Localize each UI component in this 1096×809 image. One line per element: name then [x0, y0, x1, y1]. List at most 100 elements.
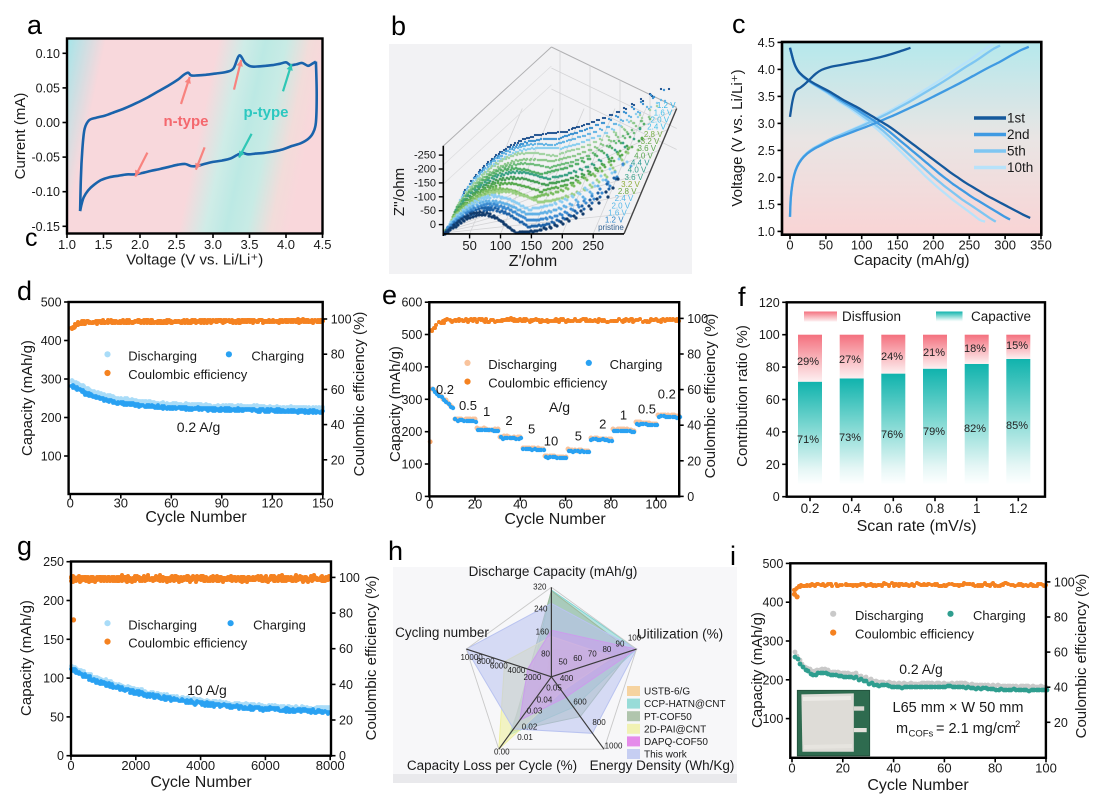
svg-text:100: 100: [339, 571, 360, 585]
svg-text:Z''/ohm: Z''/ohm: [391, 168, 408, 216]
svg-text:10 A/g: 10 A/g: [187, 682, 227, 698]
svg-text:c: c: [732, 9, 746, 39]
svg-text:80: 80: [1054, 611, 1068, 625]
svg-text:800: 800: [592, 718, 606, 727]
svg-text:24%: 24%: [881, 351, 903, 363]
svg-text:29%: 29%: [797, 356, 819, 368]
svg-text:0: 0: [788, 761, 795, 776]
svg-text:0.5: 0.5: [638, 402, 656, 417]
svg-text:300: 300: [41, 373, 62, 387]
svg-text:4.0 V: 4.0 V: [628, 166, 647, 175]
svg-text:1st: 1st: [1007, 111, 1025, 126]
svg-text:5th: 5th: [1007, 144, 1026, 159]
svg-text:0.01: 0.01: [517, 733, 533, 742]
svg-text:Charging: Charging: [251, 349, 304, 364]
svg-text:20: 20: [468, 497, 482, 512]
svg-text:p-type: p-type: [244, 104, 289, 121]
svg-text:6000: 6000: [490, 662, 508, 671]
svg-text:160: 160: [536, 628, 550, 637]
svg-text:1.5: 1.5: [94, 237, 112, 252]
svg-text:2D-PAI@CNT: 2D-PAI@CNT: [644, 724, 706, 735]
svg-text:30: 30: [114, 496, 128, 511]
svg-text:This work: This work: [644, 750, 688, 761]
svg-text:79%: 79%: [923, 426, 945, 438]
svg-text:100: 100: [762, 712, 783, 726]
svg-text:2: 2: [505, 413, 512, 428]
svg-text:3.5: 3.5: [758, 90, 775, 104]
svg-text:DAPQ-COF50: DAPQ-COF50: [644, 737, 708, 748]
svg-text:b: b: [391, 11, 406, 41]
svg-text:300: 300: [994, 238, 1016, 253]
svg-text:2.0 V: 2.0 V: [611, 201, 630, 210]
svg-text:2.8 V: 2.8 V: [618, 187, 637, 196]
svg-text:0: 0: [67, 758, 74, 773]
svg-text:0: 0: [67, 496, 74, 511]
svg-text:Cycle Number: Cycle Number: [150, 774, 252, 791]
svg-text:USTB-6/G: USTB-6/G: [644, 687, 690, 698]
svg-text:40: 40: [687, 419, 701, 433]
svg-text:80: 80: [687, 348, 701, 362]
svg-text:60: 60: [937, 761, 951, 776]
svg-text:40: 40: [886, 761, 900, 776]
svg-text:2nd: 2nd: [1007, 127, 1030, 142]
svg-text:0: 0: [426, 497, 433, 512]
svg-text:Energy Density (Wh/Kg): Energy Density (Wh/Kg): [590, 758, 735, 773]
svg-text:Discharging: Discharging: [488, 357, 557, 372]
svg-text:40: 40: [339, 678, 353, 692]
svg-text:8000: 8000: [477, 657, 495, 666]
svg-text:0.6: 0.6: [884, 501, 903, 516]
svg-text:c: c: [25, 224, 38, 252]
svg-text:1.2 V: 1.2 V: [605, 216, 624, 225]
svg-text:Discharging: Discharging: [128, 349, 197, 364]
svg-text:4000: 4000: [186, 758, 215, 773]
svg-text:Voltage (V vs. Li/Li⁺): Voltage (V vs. Li/Li⁺): [729, 69, 746, 206]
svg-text:2.8 V: 2.8 V: [644, 130, 663, 139]
svg-text:3.5: 3.5: [240, 237, 258, 252]
svg-text:250: 250: [958, 238, 980, 253]
svg-text:0.00: 0.00: [36, 116, 60, 130]
svg-text:Discharge Capacity (mAh/g): Discharge Capacity (mAh/g): [469, 564, 638, 579]
svg-text:2: 2: [599, 417, 606, 432]
svg-text:Charging: Charging: [610, 357, 663, 372]
svg-text:0.10: 0.10: [36, 47, 60, 61]
svg-text:100: 100: [401, 458, 422, 472]
svg-text:4.0: 4.0: [277, 237, 295, 252]
svg-text:40: 40: [513, 497, 527, 512]
svg-text:82%: 82%: [964, 423, 986, 435]
svg-text:2.0: 2.0: [131, 237, 149, 252]
svg-text:0.2: 0.2: [658, 387, 676, 402]
svg-text:2: 2: [1015, 719, 1020, 730]
svg-text:320: 320: [533, 583, 547, 592]
svg-text:Coulombic efficiency: Coulombic efficiency: [128, 367, 247, 382]
svg-text:100: 100: [645, 497, 667, 512]
svg-text:0: 0: [687, 490, 694, 504]
svg-text:10000: 10000: [460, 653, 483, 662]
svg-text:80: 80: [988, 761, 1002, 776]
svg-text:= 2.1 mg/cm: = 2.1 mg/cm: [936, 721, 1016, 737]
svg-text:1000: 1000: [605, 741, 623, 750]
svg-text:0: 0: [786, 238, 793, 253]
svg-text:0.2: 0.2: [801, 501, 820, 516]
svg-text:60: 60: [687, 383, 701, 397]
svg-text:Contribution ratio (%): Contribution ratio (%): [734, 325, 751, 467]
svg-text:1: 1: [620, 408, 627, 423]
svg-text:A/g: A/g: [549, 399, 570, 415]
svg-text:100: 100: [759, 328, 780, 342]
svg-text:pristine: pristine: [598, 223, 624, 232]
svg-text:100: 100: [331, 313, 352, 327]
svg-text:100: 100: [687, 312, 708, 326]
svg-text:3.0: 3.0: [758, 117, 775, 131]
svg-text:Coulombic efficiency: Coulombic efficiency: [488, 376, 607, 391]
svg-text:1: 1: [973, 501, 981, 516]
svg-text:Capacity (mAh/g): Capacity (mAh/g): [749, 612, 766, 728]
svg-text:10th: 10th: [1007, 160, 1033, 175]
svg-text:a: a: [27, 10, 43, 40]
svg-text:0: 0: [773, 490, 780, 504]
svg-text:250: 250: [43, 555, 64, 569]
svg-text:150: 150: [887, 238, 909, 253]
svg-text:0.2 A/g: 0.2 A/g: [899, 661, 943, 677]
svg-text:-100: -100: [414, 191, 436, 203]
svg-text:4.0: 4.0: [758, 63, 775, 77]
svg-text:71%: 71%: [797, 434, 819, 446]
svg-text:2.0 V: 2.0 V: [650, 116, 669, 125]
